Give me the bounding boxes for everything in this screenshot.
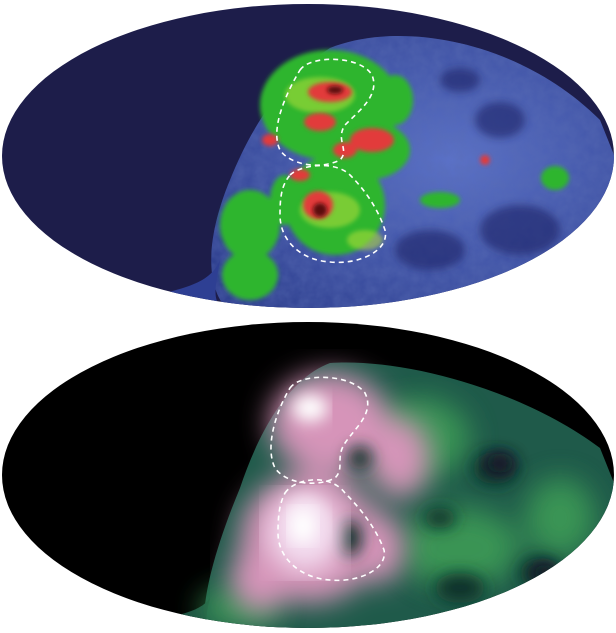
dashed-region-outline (276, 58, 387, 264)
top-sky-map (2, 4, 614, 308)
top-sky-map-panel (0, 0, 616, 312)
bottom-sky-map (2, 322, 614, 628)
dashed-region-outline (270, 376, 385, 582)
bottom-sky-map-panel (0, 318, 616, 633)
